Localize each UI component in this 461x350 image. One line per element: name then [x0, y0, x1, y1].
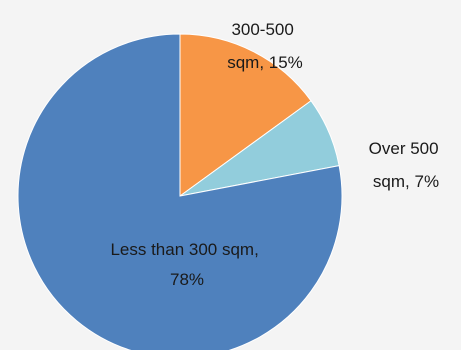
pie-slice-less-than-300-sqm: [17, 33, 343, 350]
pie-labels: 300-500 sqm, 15% Over 500 sqm, 7% Less t…: [110, 20, 444, 289]
pie-slices: [17, 33, 343, 350]
pie-slice-300-500-sqm: [179, 33, 312, 197]
label-less-than-300: Less than 300 sqm, 78%: [110, 240, 263, 289]
label-300-500: 300-500 sqm, 15%: [227, 20, 303, 72]
label-over-500: Over 500 sqm, 7%: [369, 139, 444, 191]
